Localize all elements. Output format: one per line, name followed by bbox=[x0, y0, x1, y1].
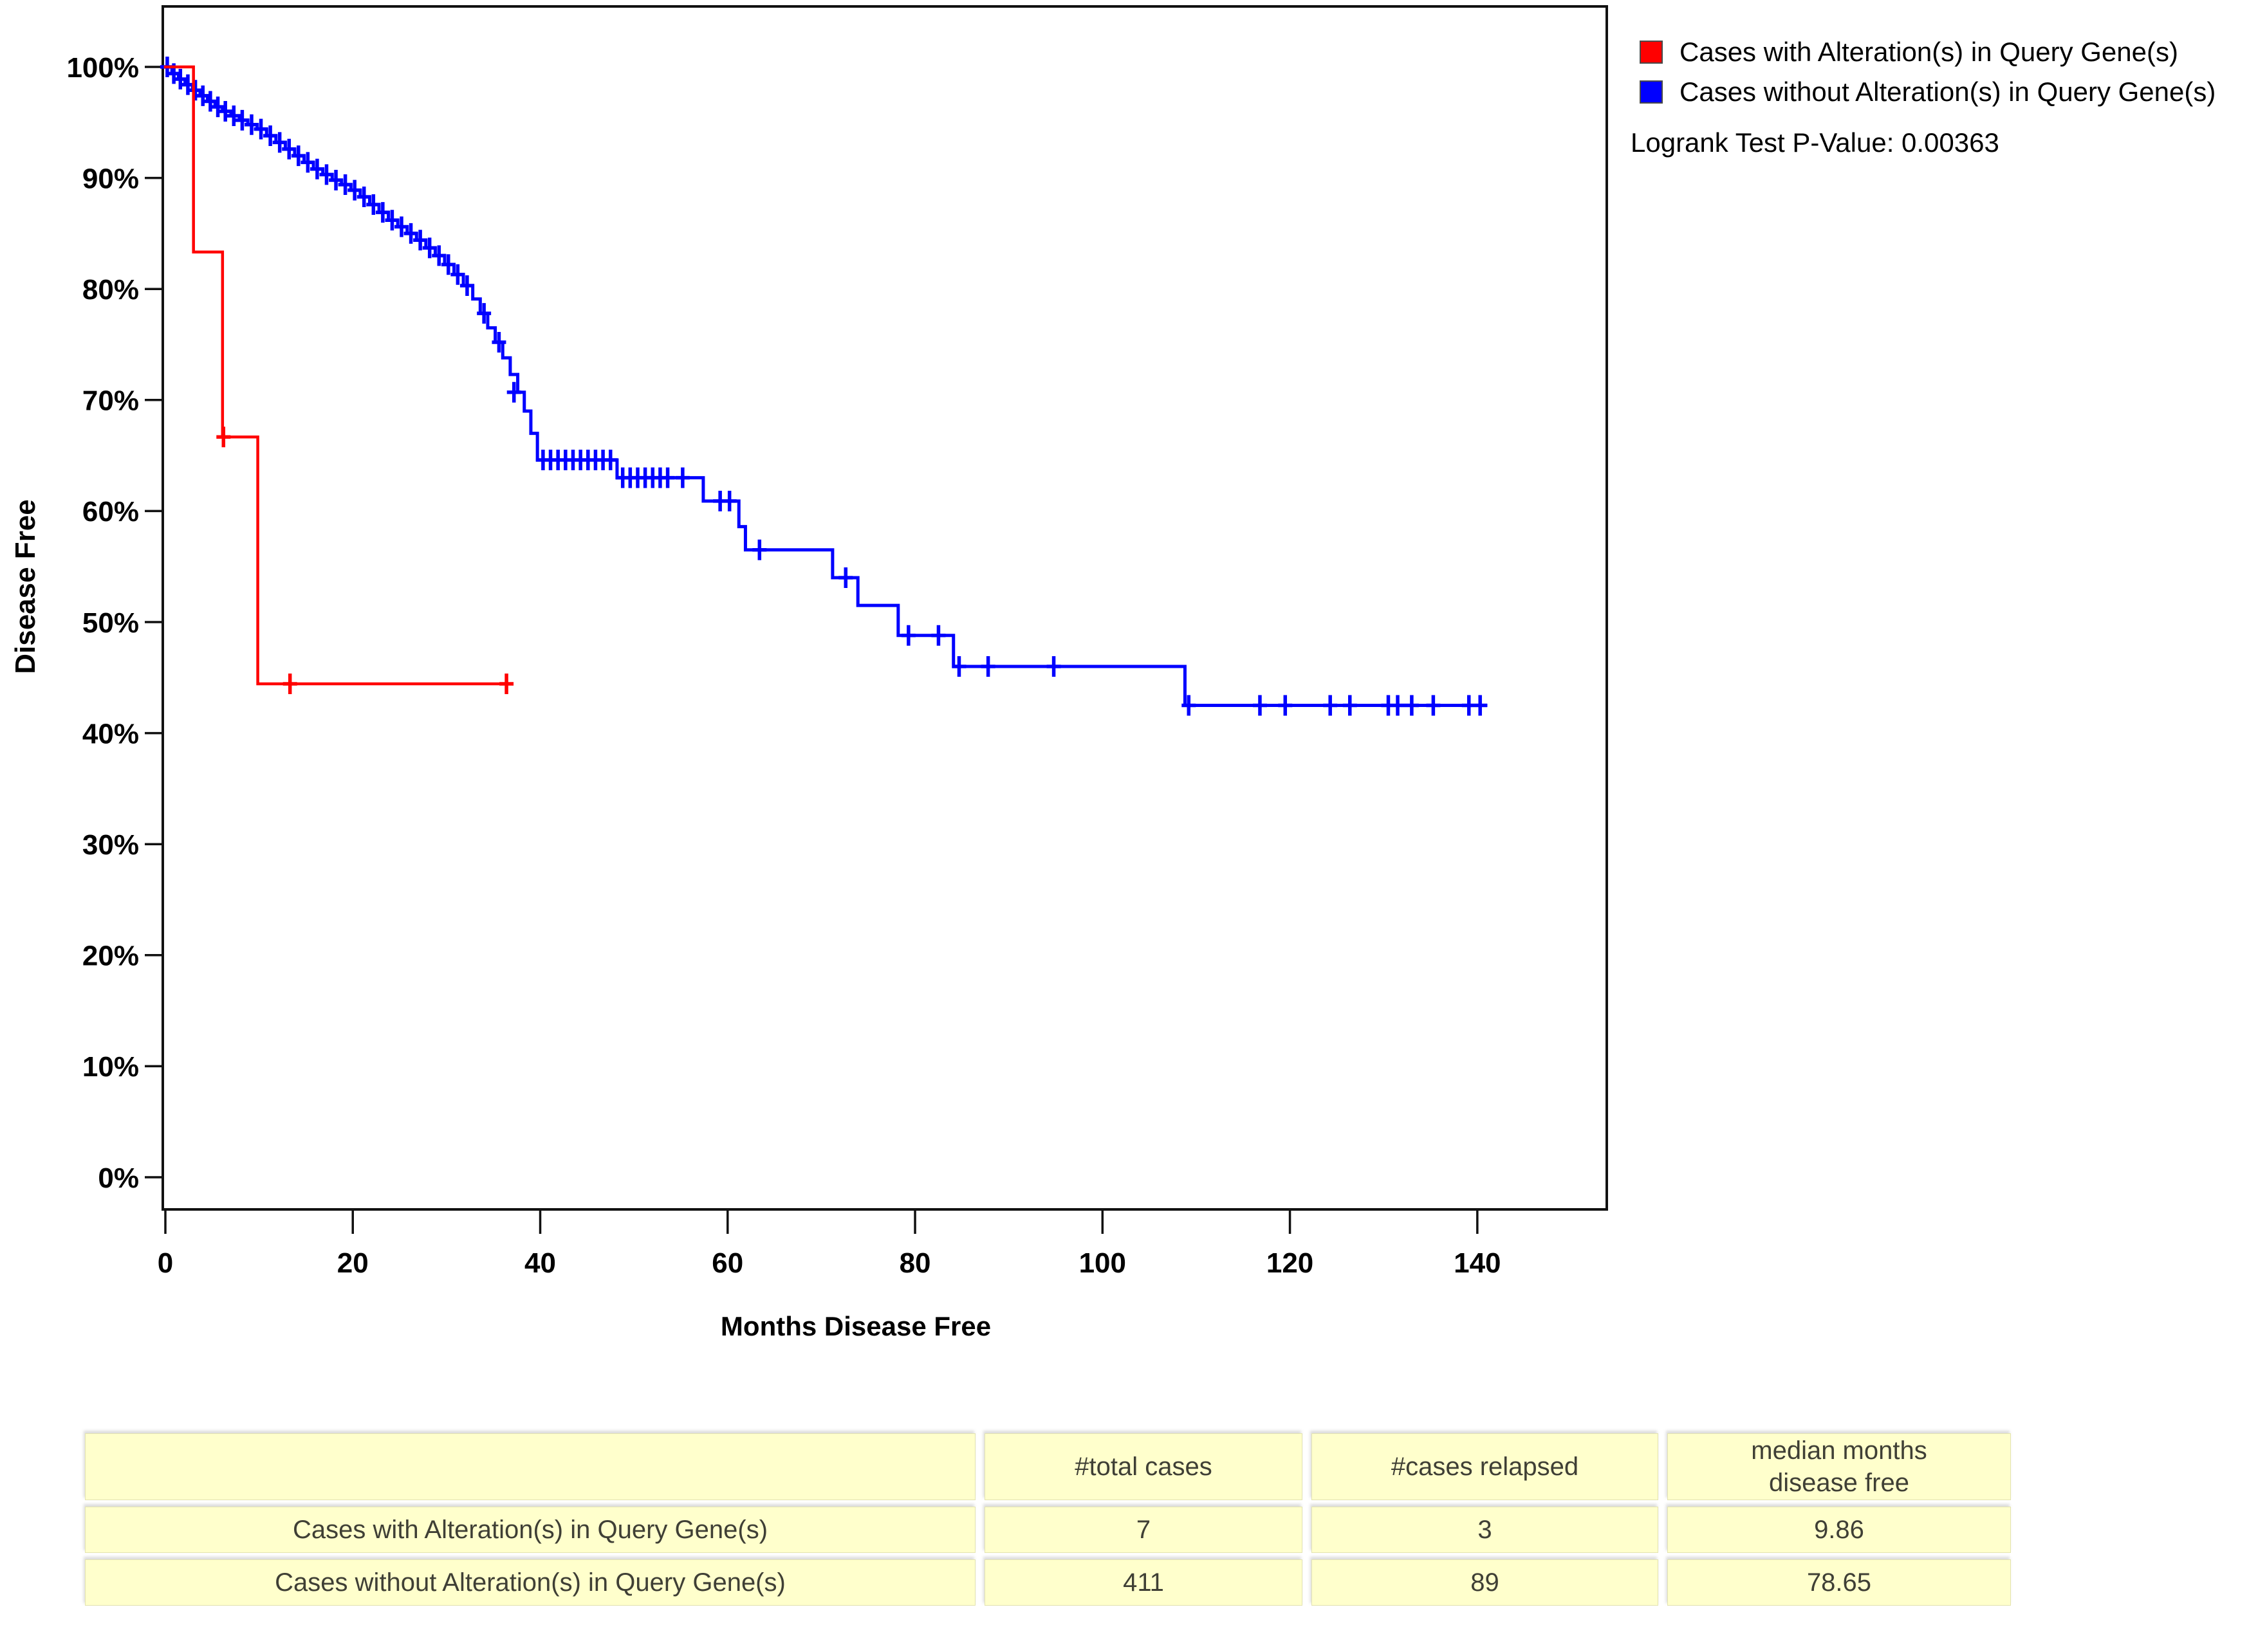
legend-item-unaltered: Cases without Alteration(s) in Query Gen… bbox=[1640, 72, 2216, 112]
censor-marks bbox=[216, 427, 514, 694]
plot-frame bbox=[162, 5, 1608, 1211]
altered-total: 7 bbox=[985, 1507, 1302, 1553]
unaltered-total: 411 bbox=[985, 1559, 1302, 1606]
y-axis-title: Disease Free bbox=[10, 499, 41, 674]
header-empty-cell bbox=[85, 1433, 976, 1500]
altered-median: 9.86 bbox=[1667, 1507, 2011, 1553]
header-median-months: median months disease free bbox=[1667, 1433, 2011, 1500]
unaltered-relapsed: 89 bbox=[1311, 1559, 1658, 1606]
legend-label-unaltered: Cases without Alteration(s) in Query Gen… bbox=[1679, 77, 2216, 107]
logrank-pvalue: Logrank Test P-Value: 0.00363 bbox=[1631, 127, 1999, 158]
censor-marks bbox=[160, 57, 1488, 716]
svg-text:120: 120 bbox=[1266, 1247, 1313, 1279]
svg-text:50%: 50% bbox=[82, 607, 139, 639]
table-row-altered: Cases with Alteration(s) in Query Gene(s… bbox=[85, 1507, 2011, 1553]
svg-text:10%: 10% bbox=[82, 1051, 139, 1083]
svg-text:80%: 80% bbox=[82, 274, 139, 306]
x-axis-title: Months Disease Free bbox=[720, 1311, 992, 1341]
legend-swatch-blue-icon bbox=[1640, 80, 1663, 104]
svg-text:100: 100 bbox=[1079, 1247, 1126, 1279]
svg-text:70%: 70% bbox=[82, 385, 139, 417]
header-cases-relapsed: #cases relapsed bbox=[1311, 1433, 1658, 1500]
svg-text:90%: 90% bbox=[82, 163, 139, 194]
svg-text:0%: 0% bbox=[98, 1162, 139, 1194]
svg-text:140: 140 bbox=[1454, 1247, 1501, 1279]
legend-item-altered: Cases with Alteration(s) in Query Gene(s… bbox=[1640, 32, 2216, 72]
legend-swatch-red-icon bbox=[1640, 41, 1663, 64]
svg-text:60%: 60% bbox=[82, 496, 139, 528]
svg-text:20: 20 bbox=[337, 1247, 369, 1279]
survival-curve bbox=[163, 65, 1488, 707]
svg-text:40: 40 bbox=[524, 1247, 556, 1279]
y-axis-ticks: 100% 90% 80% 70% 60% 50% 40% 30% 20% 10% 0% bbox=[66, 52, 163, 1194]
row-label-unaltered: Cases without Alteration(s) in Query Gen… bbox=[85, 1559, 976, 1606]
svg-text:80: 80 bbox=[900, 1247, 931, 1279]
svg-text:60: 60 bbox=[712, 1247, 743, 1279]
legend-label-altered: Cases with Alteration(s) in Query Gene(s… bbox=[1679, 37, 2178, 67]
row-label-altered: Cases with Alteration(s) in Query Gene(s… bbox=[85, 1507, 976, 1553]
legend: Cases with Alteration(s) in Query Gene(s… bbox=[1640, 32, 2216, 112]
svg-text:40%: 40% bbox=[82, 718, 139, 749]
survival-curve bbox=[163, 65, 510, 686]
svg-text:100%: 100% bbox=[66, 52, 139, 84]
svg-text:0: 0 bbox=[158, 1247, 173, 1279]
summary-table-wrap: #total cases #cases relapsed median mont… bbox=[76, 1427, 2020, 1612]
unaltered-median: 78.65 bbox=[1667, 1559, 2011, 1606]
summary-header-row: #total cases #cases relapsed median mont… bbox=[85, 1433, 2011, 1500]
header-total-cases: #total cases bbox=[985, 1433, 1302, 1500]
table-row-unaltered: Cases without Alteration(s) in Query Gen… bbox=[85, 1559, 2011, 1606]
altered-relapsed: 3 bbox=[1311, 1507, 1658, 1553]
svg-text:20%: 20% bbox=[82, 941, 139, 972]
series-unaltered bbox=[160, 57, 1488, 716]
svg-text:30%: 30% bbox=[82, 829, 139, 861]
summary-table: #total cases #cases relapsed median mont… bbox=[76, 1427, 2020, 1612]
x-axis-ticks: 0 20 40 60 80 100 120 140 bbox=[158, 1209, 1501, 1279]
series-altered bbox=[163, 65, 514, 694]
